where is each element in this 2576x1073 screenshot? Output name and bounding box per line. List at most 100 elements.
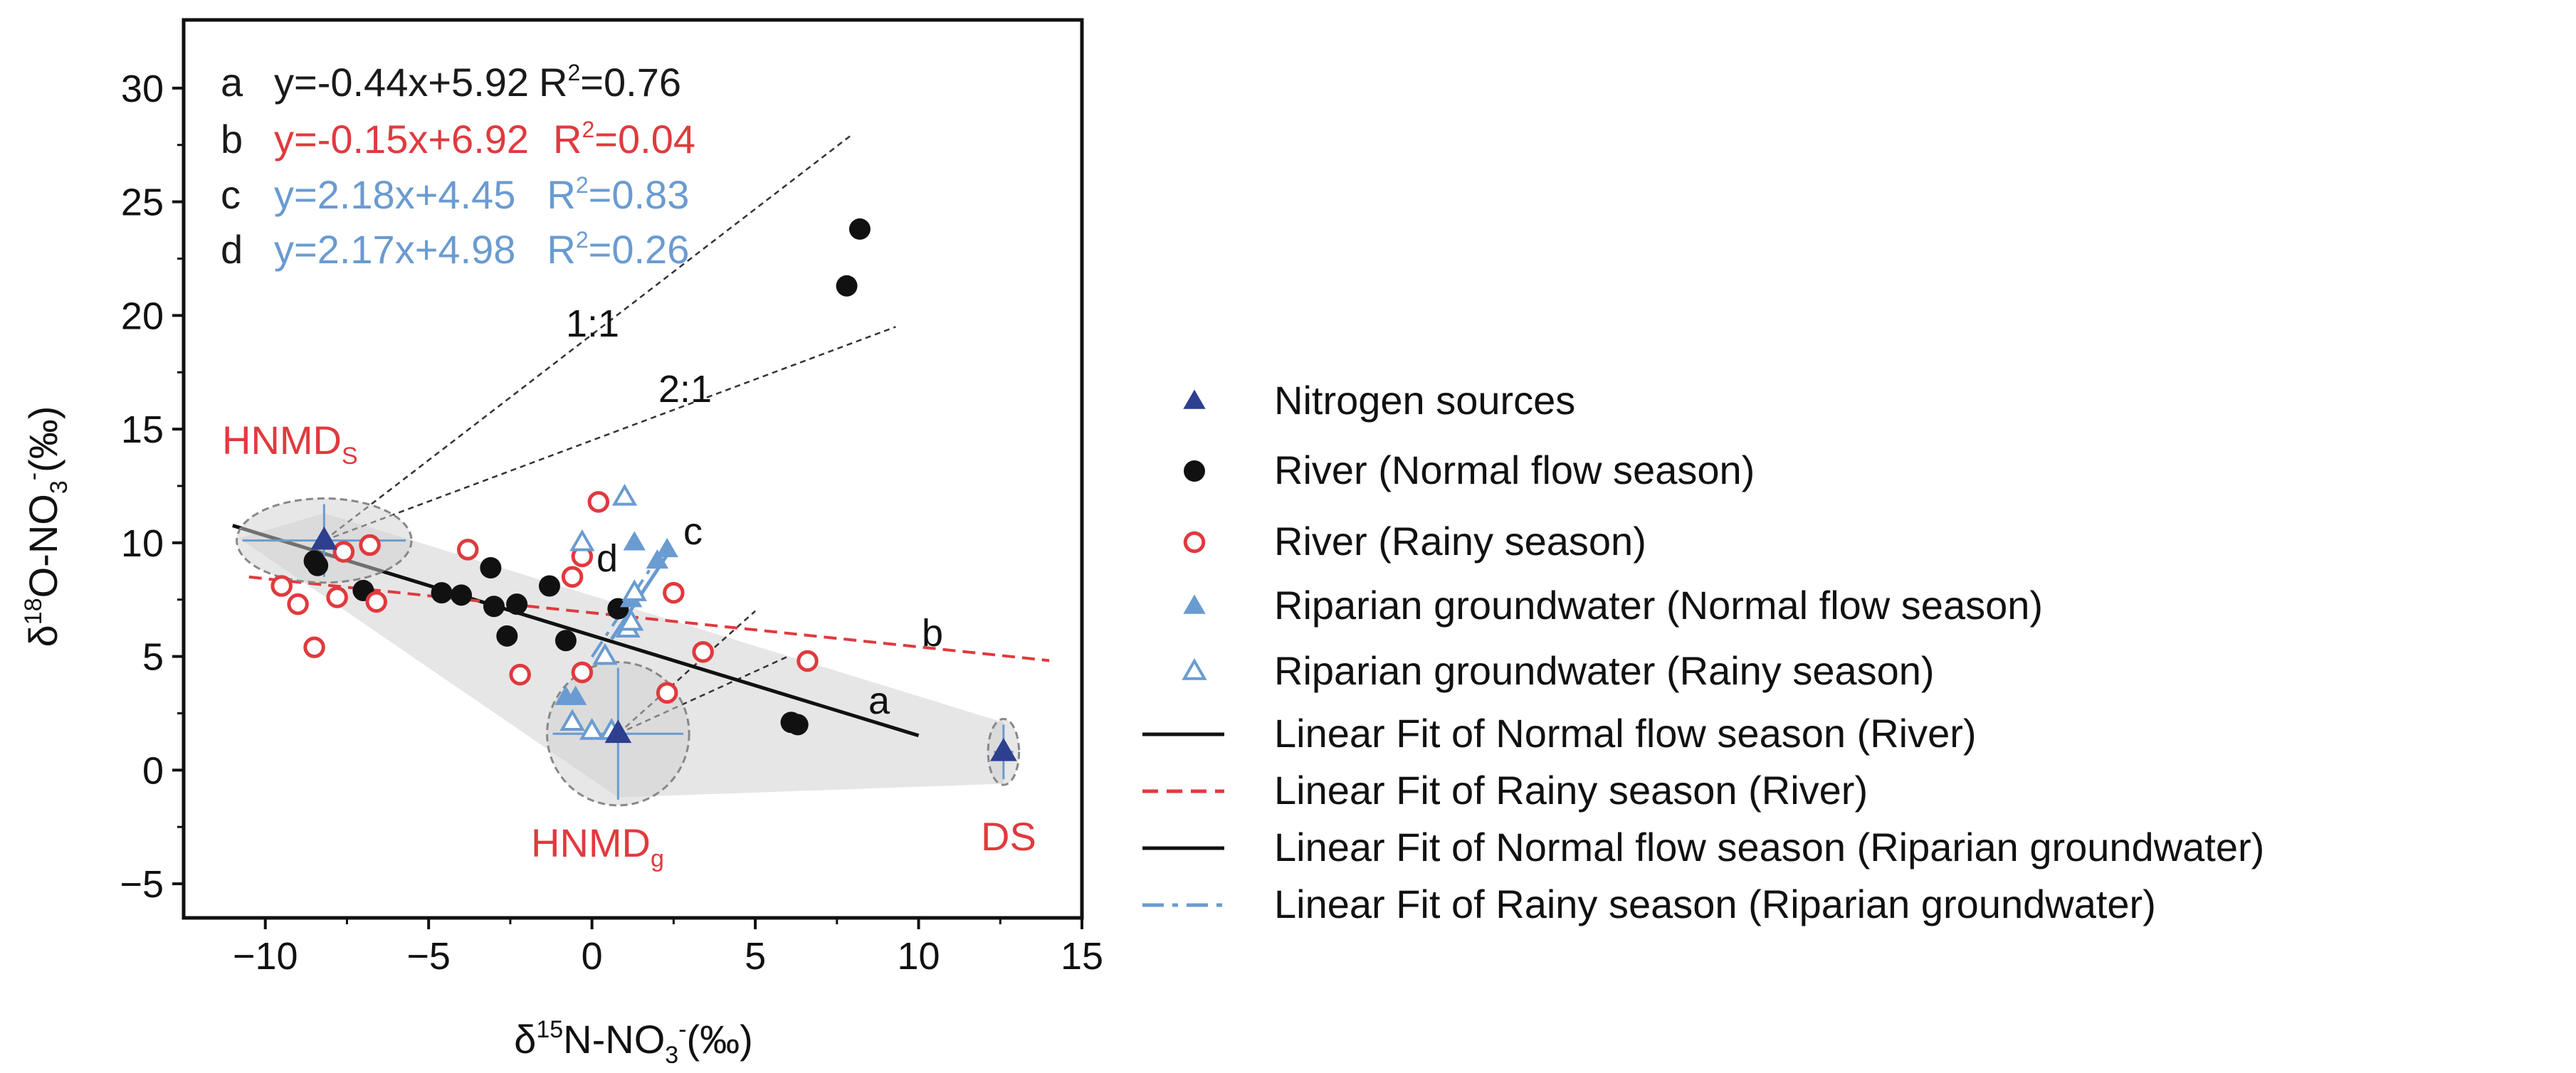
legend: Nitrogen sources River (Normal flow seas…	[1142, 378, 2264, 926]
nitrogen-source-ds	[990, 737, 1017, 761]
data-point-s0-p4	[451, 584, 473, 606]
legend-label: Riparian groundwater (Rainy season)	[1274, 648, 1935, 693]
legend-label: Riparian groundwater (Normal flow season…	[1274, 583, 2043, 628]
legend-item-river-rainy: River (Rainy season)	[1183, 519, 1646, 564]
plot-frame	[182, 18, 1084, 920]
legend-item-fit-normal-gw: Linear Fit of Normal flow season (Ripari…	[1142, 825, 2264, 870]
data-point-s1-p5	[359, 534, 381, 556]
data-point-s0-p13	[787, 714, 809, 736]
annotation-ratio-2-1: 2:1	[658, 368, 712, 411]
data-point-s2-p5	[656, 537, 678, 558]
data-point-s3-p0	[569, 529, 595, 551]
x-tick-label-3: 5	[745, 935, 766, 978]
y-tick-label-2: 5	[142, 636, 164, 679]
data-point-s0-p15	[848, 218, 871, 240]
data-point-s0-p14	[836, 275, 858, 297]
data-point-s3-p3	[618, 608, 644, 631]
data-point-s3-p6	[579, 718, 605, 740]
data-point-s1-p16	[797, 650, 819, 672]
legend-item-fit-rainy-gw: Linear Fit of Rainy season (Riparian gro…	[1142, 882, 2156, 926]
ticks-layer: −10 −5 0 5 10 15 −5 0 5 10 15 20 25 30	[120, 68, 1103, 978]
data-point-s0-p6	[483, 596, 505, 618]
legend-item-fit-normal-river: Linear Fit of Normal flow season (River)	[1142, 711, 1977, 756]
data-point-s0-p1	[307, 554, 329, 576]
equation-a-text: y=-0.44x+5.92 R2=0.76	[274, 60, 681, 105]
data-point-s3-p1	[611, 483, 638, 506]
x-tick-label-2: 0	[582, 935, 603, 978]
equation-b-letter: b	[221, 117, 243, 162]
data-point-s0-p7	[496, 625, 518, 647]
y-tick-label-7: 30	[121, 68, 164, 110]
annotation-line-b: b	[922, 612, 943, 655]
equation-c-text: y=2.18x+4.45 R2=0.83	[274, 172, 689, 217]
legend-symbol-4	[1182, 657, 1207, 680]
data-point-s2-p4	[646, 549, 669, 569]
data-point-s0-p8	[506, 593, 528, 615]
equation-c: c y=2.18x+4.45 R2=0.83	[221, 172, 689, 217]
annotation-hnmd-g: HNMDg	[531, 820, 664, 872]
legend-item-nitrogen-sources: Nitrogen sources	[1183, 378, 1575, 423]
y-axis-title: δ18O-NO3-(‰)	[20, 406, 73, 648]
data-point-s1-p15	[692, 640, 714, 663]
data-point-s1-p11	[571, 661, 594, 684]
legend-symbol-2	[1183, 531, 1206, 554]
legend-symbol-3	[1183, 594, 1206, 614]
x-tick-label-4: 10	[898, 935, 940, 978]
reference-line-1	[323, 326, 896, 541]
annotations: 1:1 2:1 a b c d HNMDS HNMDg DS	[222, 302, 1036, 872]
data-points-layer	[270, 218, 1017, 761]
data-point-s3-p5	[559, 709, 585, 731]
data-point-s0-p3	[431, 582, 453, 604]
x-tick-label-0: −10	[233, 935, 298, 978]
equation-b: b y=-0.15x+6.92 R2=0.04	[221, 117, 695, 162]
x-axis-title: δ15N-NO3-(‰)	[514, 1016, 753, 1069]
legend-label: Linear Fit of Normal flow season (Ripari…	[1274, 825, 2264, 870]
reference-line-0	[323, 132, 854, 541]
data-point-s1-p3	[326, 586, 348, 608]
nitrogen-source-hnmdg	[604, 719, 632, 744]
data-point-s1-p8	[509, 663, 531, 686]
data-point-s1-p14	[663, 581, 685, 604]
data-point-s2-p1	[564, 685, 587, 705]
data-point-s1-p1	[287, 593, 309, 615]
nitrogen-source-hnmds	[310, 526, 338, 550]
legend-symbol-1	[1184, 460, 1205, 482]
annotation-line-a: a	[868, 680, 890, 722]
data-point-s3-p4	[621, 579, 648, 601]
data-point-s0-p10	[554, 630, 577, 652]
y-tick-label-3: 10	[121, 522, 164, 565]
equation-d: d y=2.17x+4.98 R2=0.26	[221, 227, 689, 272]
y-tick-label-4: 15	[121, 408, 164, 451]
legend-item-gw-rainy: Riparian groundwater (Rainy season)	[1182, 648, 1935, 693]
data-point-s1-p12	[587, 491, 610, 513]
data-point-s0-p9	[538, 575, 560, 597]
legend-label: Linear Fit of Rainy season (Riparian gro…	[1274, 882, 2156, 926]
legend-label: River (Rainy season)	[1274, 519, 1646, 564]
equation-d-text: y=2.17x+4.98 R2=0.26	[274, 227, 689, 272]
equation-b-text: y=-0.15x+6.92 R2=0.04	[274, 117, 695, 162]
x-tick-label-1: −5	[406, 935, 451, 978]
equation-a: a y=-0.44x+5.92 R2=0.76	[221, 60, 681, 105]
legend-item-gw-normal: Riparian groundwater (Normal flow season…	[1183, 583, 2043, 628]
legend-symbol-0	[1183, 389, 1206, 409]
equations-block: a y=-0.44x+5.92 R2=0.76 b y=-0.15x+6.92 R2…	[221, 60, 695, 272]
data-point-s1-p2	[303, 636, 325, 659]
legend-label: Nitrogen sources	[1274, 378, 1575, 423]
annotation-ds: DS	[981, 814, 1036, 859]
data-point-s1-p9	[561, 566, 584, 588]
equation-a-letter: a	[221, 60, 243, 105]
data-point-s2-p3	[623, 531, 646, 551]
y-tick-label-5: 20	[121, 295, 164, 337]
data-point-s1-p4	[332, 541, 355, 563]
annotation-ratio-1-1: 1:1	[566, 302, 619, 345]
annotation-line-d: d	[596, 537, 618, 580]
data-point-s1-p0	[270, 575, 293, 597]
x-tick-label-5: 15	[1061, 935, 1103, 978]
data-point-s1-p6	[365, 591, 388, 613]
data-point-s0-p5	[480, 556, 502, 578]
data-point-s1-p13	[656, 682, 678, 704]
equation-c-letter: c	[221, 172, 241, 217]
legend-label: River (Normal flow season)	[1274, 448, 1755, 492]
legend-item-fit-rainy-river: Linear Fit of Rainy season (River)	[1142, 768, 1868, 813]
